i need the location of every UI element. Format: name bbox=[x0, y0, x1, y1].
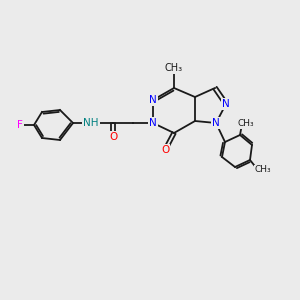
Text: N: N bbox=[149, 95, 157, 105]
Text: CH₃: CH₃ bbox=[165, 63, 183, 73]
Text: CH₃: CH₃ bbox=[255, 166, 271, 175]
Text: O: O bbox=[109, 132, 117, 142]
Text: N: N bbox=[149, 118, 157, 128]
Text: F: F bbox=[17, 120, 23, 130]
Text: N: N bbox=[212, 118, 220, 128]
Text: O: O bbox=[161, 145, 169, 155]
Text: N: N bbox=[222, 99, 230, 109]
Text: NH: NH bbox=[83, 118, 99, 128]
Text: CH₃: CH₃ bbox=[238, 119, 254, 128]
